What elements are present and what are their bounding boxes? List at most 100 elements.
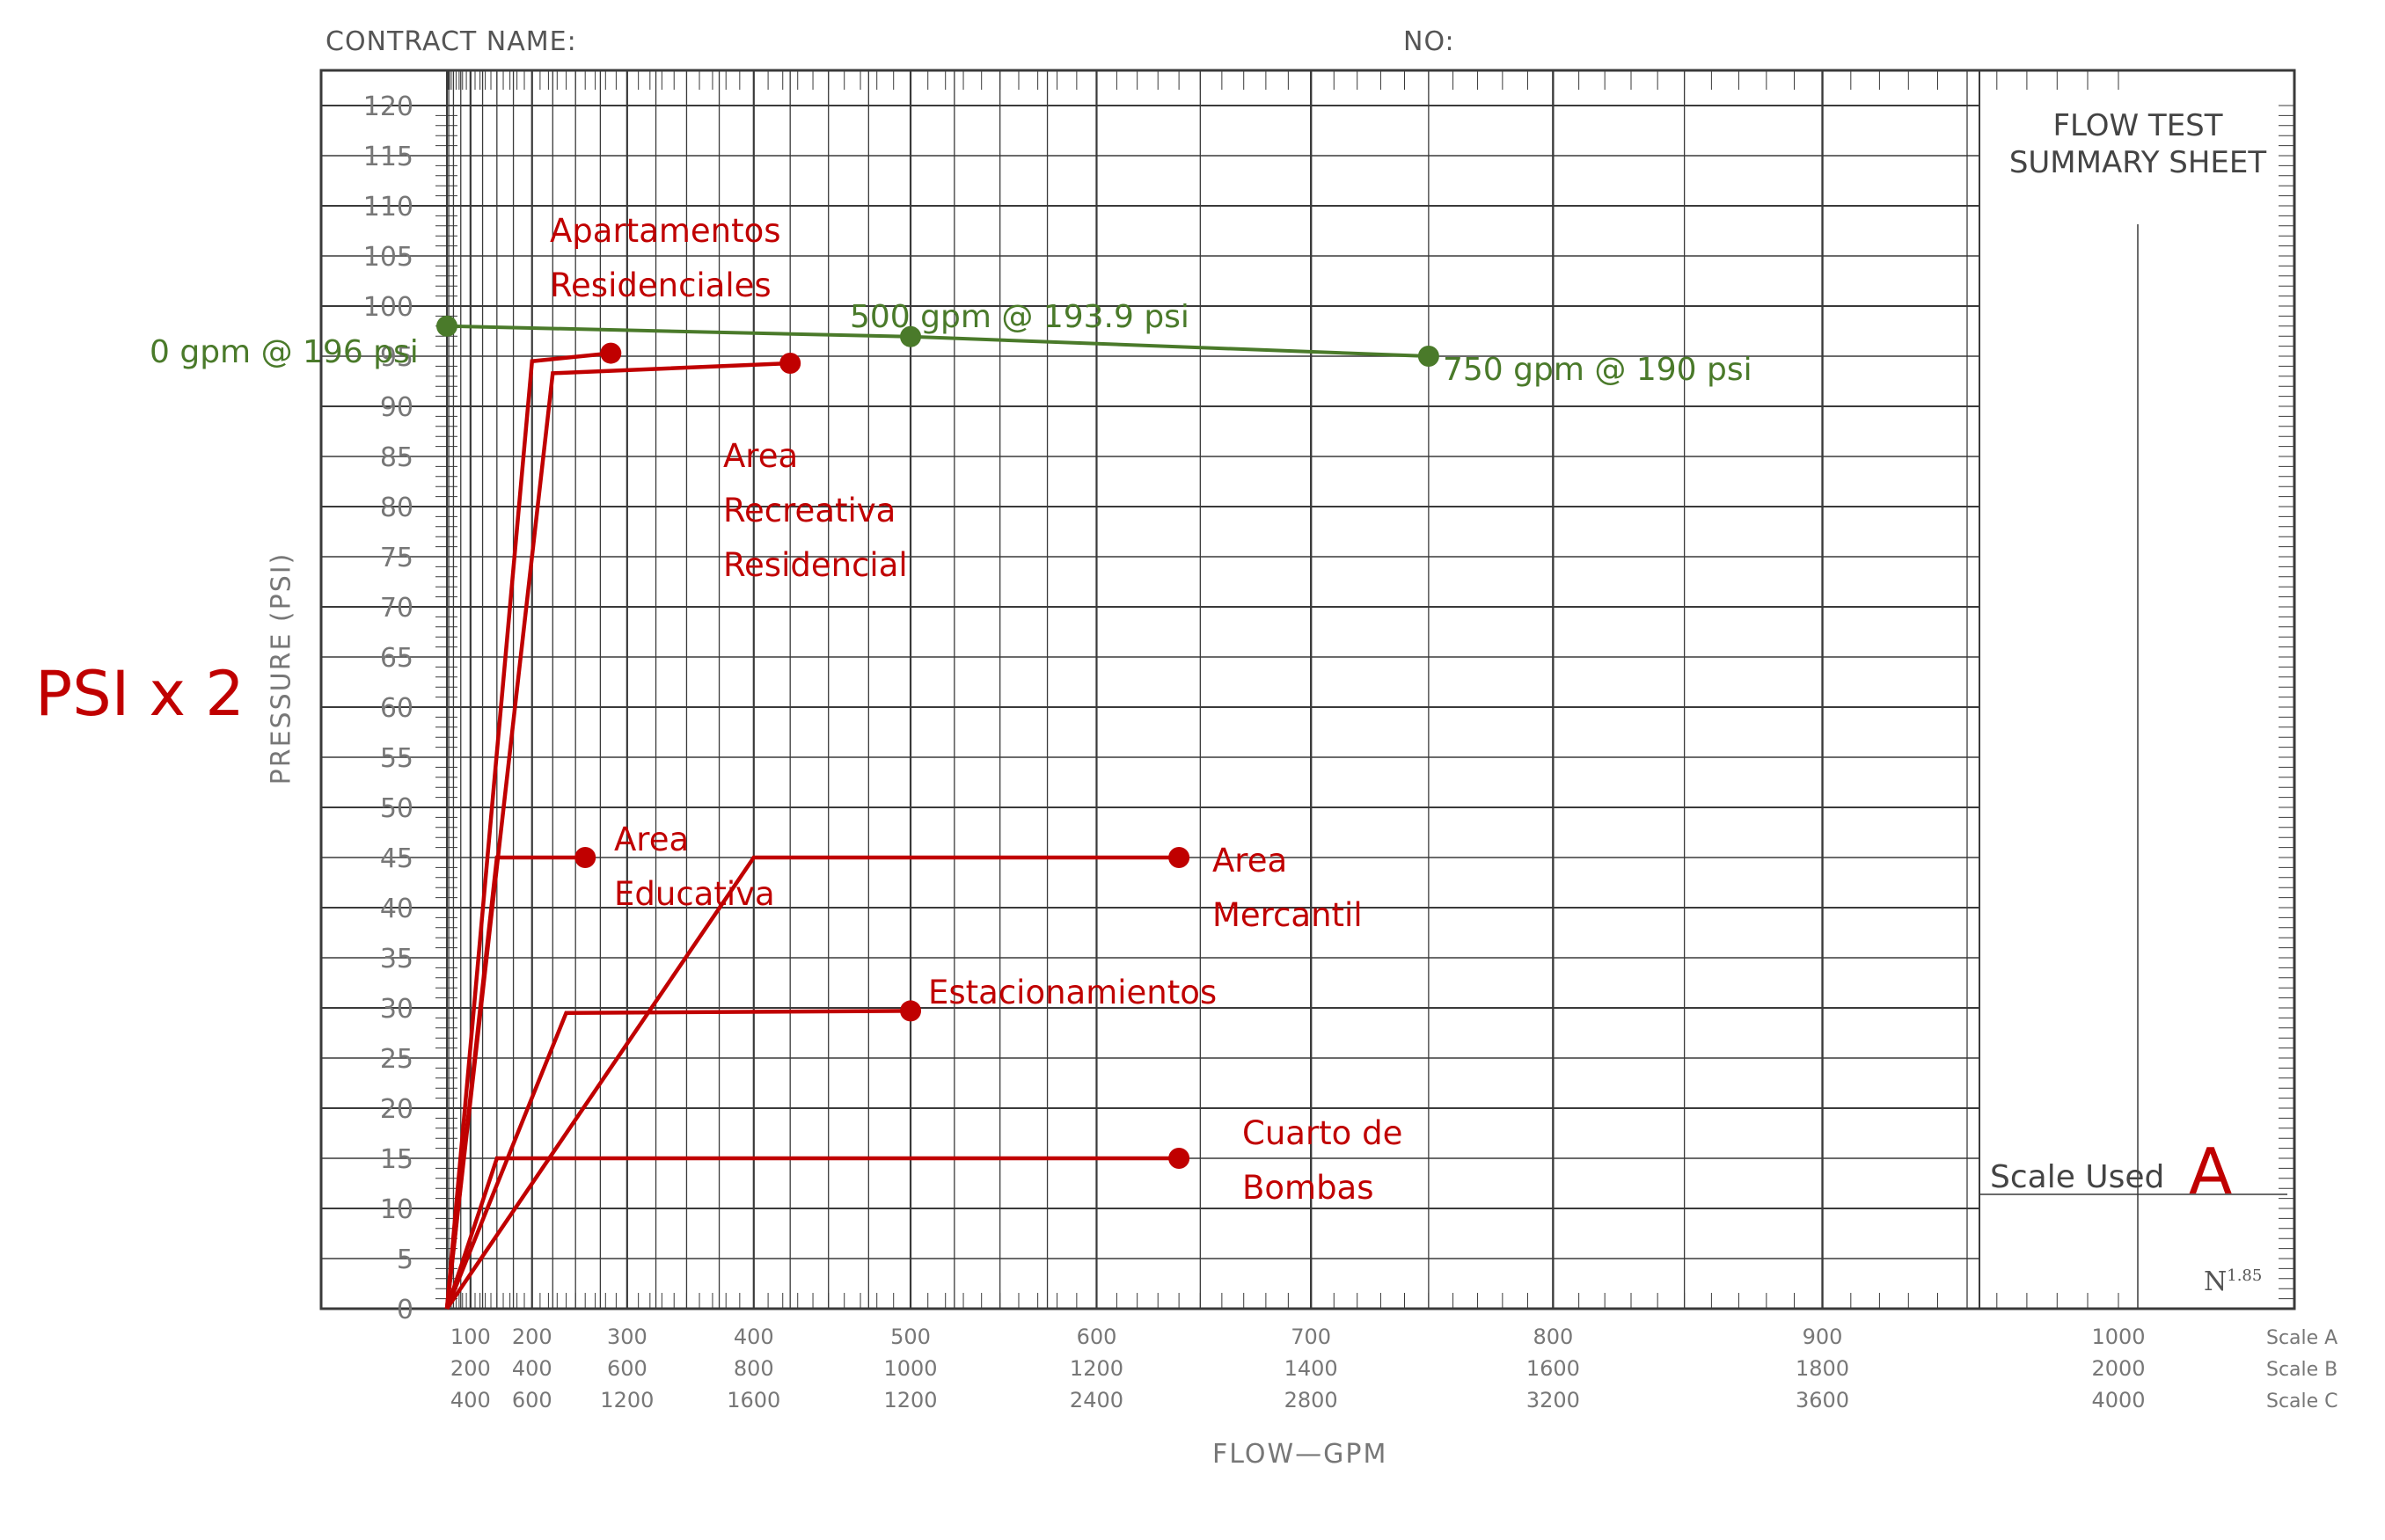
y-tick-label: 60 — [380, 693, 413, 724]
y-tick-label: 115 — [363, 142, 413, 172]
y-tick-label: 70 — [380, 593, 413, 624]
label-estacionamientos-l1: Estacionamientos — [928, 966, 1217, 1020]
label-cuarto-bombas-l1: Cuarto de — [1242, 1106, 1402, 1161]
label-cuarto-bombas-l2: Bombas — [1242, 1161, 1402, 1215]
x-tick-label: 1200 — [600, 1388, 654, 1412]
y-tick-label: 85 — [380, 442, 413, 473]
x-tick-label: 400 — [450, 1388, 491, 1412]
x-tick-label: 1200 — [884, 1388, 938, 1412]
panel-title-line1: FLOW TEST — [1984, 107, 2292, 144]
demand-point-2 — [779, 353, 801, 374]
x-tick-label: 600 — [1077, 1325, 1117, 1349]
x-tick-label: 800 — [734, 1356, 774, 1381]
y-tick-label: 15 — [380, 1144, 413, 1175]
x-scale-name: Scale B — [2266, 1359, 2337, 1381]
x-tick-label: 2400 — [1070, 1388, 1123, 1412]
y-tick-label: 105 — [363, 242, 413, 273]
y-tick-label: 35 — [380, 944, 413, 974]
demand-point-3 — [574, 847, 596, 868]
supply-label-0: 0 gpm @ 196 psi — [150, 334, 419, 370]
label-mercantil-l1: Area — [1212, 834, 1363, 888]
label-recreativa-l3: Residencial — [723, 538, 908, 593]
x-tick-label: 1600 — [727, 1388, 780, 1412]
contract-name-label: CONTRACT NAME: — [326, 26, 577, 57]
label-educativa-l1: Area — [614, 813, 775, 867]
y-tick-label: 80 — [380, 493, 413, 523]
y-tick-label: 75 — [380, 543, 413, 573]
x-tick-label: 1600 — [1526, 1356, 1580, 1381]
panel-title: FLOW TEST SUMMARY SHEET — [1984, 107, 2292, 181]
label-recreativa-l2: Recreativa — [723, 484, 908, 538]
panel-title-line2: SUMMARY SHEET — [1984, 144, 2292, 181]
y-tick-label: 5 — [397, 1244, 413, 1275]
supply-point-2 — [1418, 346, 1439, 367]
x-tick-label: 300 — [607, 1325, 647, 1349]
label-apartamentos-l2: Residenciales — [550, 259, 781, 313]
label-recreativa: Area Recreativa Residencial — [723, 429, 908, 593]
y-tick-label: 55 — [380, 743, 413, 774]
x-tick-label: 600 — [512, 1388, 552, 1412]
x-tick-label: 200 — [512, 1325, 552, 1349]
y-tick-label: 20 — [380, 1094, 413, 1125]
series-line-6 — [447, 1158, 1179, 1309]
x-scale-name: Scale A — [2266, 1327, 2337, 1349]
label-cuarto-bombas: Cuarto de Bombas — [1242, 1106, 1402, 1215]
x-tick-label: 3600 — [1796, 1388, 1849, 1412]
series-line-1 — [447, 354, 611, 1309]
scale-used-label: Scale Used — [1990, 1159, 2164, 1195]
x-tick-label: 1200 — [1070, 1356, 1123, 1381]
label-apartamentos: Apartamentos Residenciales — [550, 204, 781, 313]
y-tick-label: 30 — [380, 994, 413, 1025]
x-tick-label: 3200 — [1526, 1388, 1580, 1412]
label-estacionamientos: Estacionamientos — [928, 966, 1217, 1020]
y-axis-title: PRESSURE (PSI) — [267, 552, 297, 785]
x-scale-name: Scale C — [2266, 1390, 2338, 1412]
supply-point-0 — [436, 316, 457, 337]
x-tick-label: 4000 — [2091, 1388, 2145, 1412]
x-axis-title: FLOW—GPM — [1212, 1439, 1387, 1470]
label-recreativa-l1: Area — [723, 429, 908, 484]
y-tick-label: 0 — [397, 1295, 413, 1325]
x-tick-label: 1000 — [2091, 1325, 2145, 1349]
n-base: N — [2204, 1266, 2227, 1297]
y-tick-label: 40 — [380, 894, 413, 924]
y-tick-label: 50 — [380, 793, 413, 824]
label-mercantil-l2: Mercantil — [1212, 888, 1363, 943]
x-tick-label: 100 — [450, 1325, 491, 1349]
n-exponent: 1.85 — [2227, 1266, 2262, 1285]
scale-used-value: A — [2189, 1135, 2232, 1208]
y-tick-label: 65 — [380, 643, 413, 674]
x-tick-label: 400 — [734, 1325, 774, 1349]
demand-point-5 — [900, 1000, 921, 1021]
x-tick-label: 200 — [450, 1356, 491, 1381]
y-tick-label: 110 — [363, 192, 413, 223]
x-tick-label: 500 — [890, 1325, 931, 1349]
y-tick-label: 100 — [363, 292, 413, 323]
y-tick-label: 90 — [380, 392, 413, 423]
n-exponent-label: N1.85 — [2204, 1266, 2262, 1297]
demand-point-4 — [1168, 847, 1189, 868]
x-tick-label: 700 — [1291, 1325, 1331, 1349]
x-tick-label: 1800 — [1796, 1356, 1849, 1381]
label-mercantil: Area Mercantil — [1212, 834, 1363, 943]
supply-label-1: 500 gpm @ 193.9 psi — [850, 299, 1189, 335]
x-tick-label: 600 — [607, 1356, 647, 1381]
label-apartamentos-l1: Apartamentos — [550, 204, 781, 259]
demand-point-6 — [1168, 1148, 1189, 1169]
x-tick-label: 1000 — [884, 1356, 938, 1381]
y-tick-label: 10 — [380, 1194, 413, 1225]
demand-point-1 — [600, 343, 621, 364]
x-tick-label: 2000 — [2091, 1356, 2145, 1381]
label-educativa-l2: Educativa — [614, 867, 775, 922]
y-tick-label: 120 — [363, 91, 413, 122]
x-tick-label: 2800 — [1284, 1388, 1338, 1412]
supply-label-2: 750 gpm @ 190 psi — [1443, 352, 1752, 388]
psi-multiplier-note: PSI x 2 — [35, 658, 245, 730]
x-tick-label: 900 — [1803, 1325, 1843, 1349]
x-tick-label: 400 — [512, 1356, 552, 1381]
x-tick-label: 1400 — [1284, 1356, 1338, 1381]
x-tick-label: 800 — [1533, 1325, 1573, 1349]
label-educativa: Area Educativa — [614, 813, 775, 922]
y-tick-label: 25 — [380, 1044, 413, 1075]
